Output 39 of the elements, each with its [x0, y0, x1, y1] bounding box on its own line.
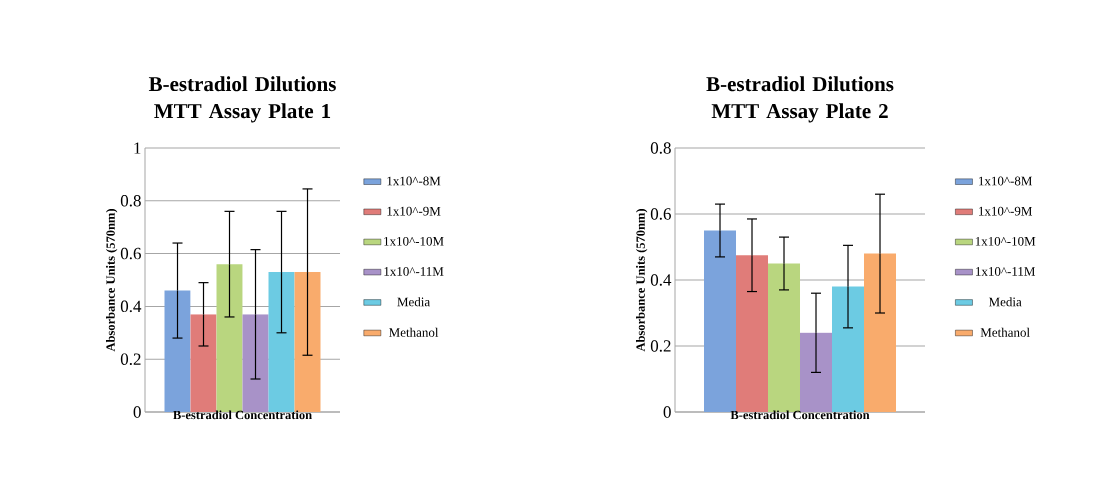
- legend-label: 1x10^-10M: [384, 236, 444, 246]
- y-tick-label: 0.6: [650, 208, 671, 220]
- legend-label: 1x10^-11M: [976, 267, 1036, 276]
- bar: [164, 290, 191, 412]
- y-tick-label: 0: [133, 406, 141, 418]
- bar: [704, 230, 736, 412]
- y-tick-label: 0: [663, 406, 671, 418]
- legend-label: Media: [397, 297, 431, 307]
- bar: [736, 255, 769, 412]
- chart-title: B-estradiol Dilutions MTT Assay Plate 1: [148, 76, 336, 123]
- y-tick-label: 0.4: [650, 274, 672, 286]
- bar: [268, 272, 295, 412]
- legend-label: Methanol: [389, 327, 439, 337]
- legend-label: 1x10^-9M: [979, 206, 1033, 216]
- legend-label: 1x10^-10M: [975, 236, 1036, 246]
- x-axis-title: B-estradiol Concentration: [173, 410, 312, 420]
- legend-label: 1x10^-9M: [387, 206, 441, 216]
- bar: [800, 332, 833, 412]
- y-tick-label: 0.4: [120, 300, 142, 313]
- y-tick-label: 0.6: [120, 247, 141, 260]
- bar: [864, 253, 897, 412]
- x-axis-title: B-estradiol Concentration: [730, 410, 870, 420]
- legend-label: Media: [988, 297, 1022, 307]
- y-tick-label: 0.2: [650, 340, 671, 352]
- bar: [832, 286, 865, 412]
- y-tick-label: 0.8: [650, 142, 671, 154]
- bar: [190, 314, 217, 412]
- y-axis-title: Absorbance Units (570nm): [106, 209, 118, 352]
- legend-label: 1x10^-8M: [387, 176, 441, 186]
- legend-label: 1x10^-8M: [979, 176, 1033, 186]
- y-axis-title: Absorbance Units (570nm): [636, 209, 648, 352]
- chart-title: B-estradiol Dilutions MTT Assay Plate 2: [706, 76, 894, 123]
- y-tick-label: 0.2: [120, 353, 141, 365]
- y-tick-label: 1: [134, 142, 141, 154]
- bar: [768, 263, 801, 412]
- legend-label: 1x10^-11M: [384, 267, 444, 276]
- y-tick-label: 0.8: [120, 195, 141, 207]
- bar: [216, 264, 243, 412]
- legend-label: Methanol: [980, 327, 1030, 337]
